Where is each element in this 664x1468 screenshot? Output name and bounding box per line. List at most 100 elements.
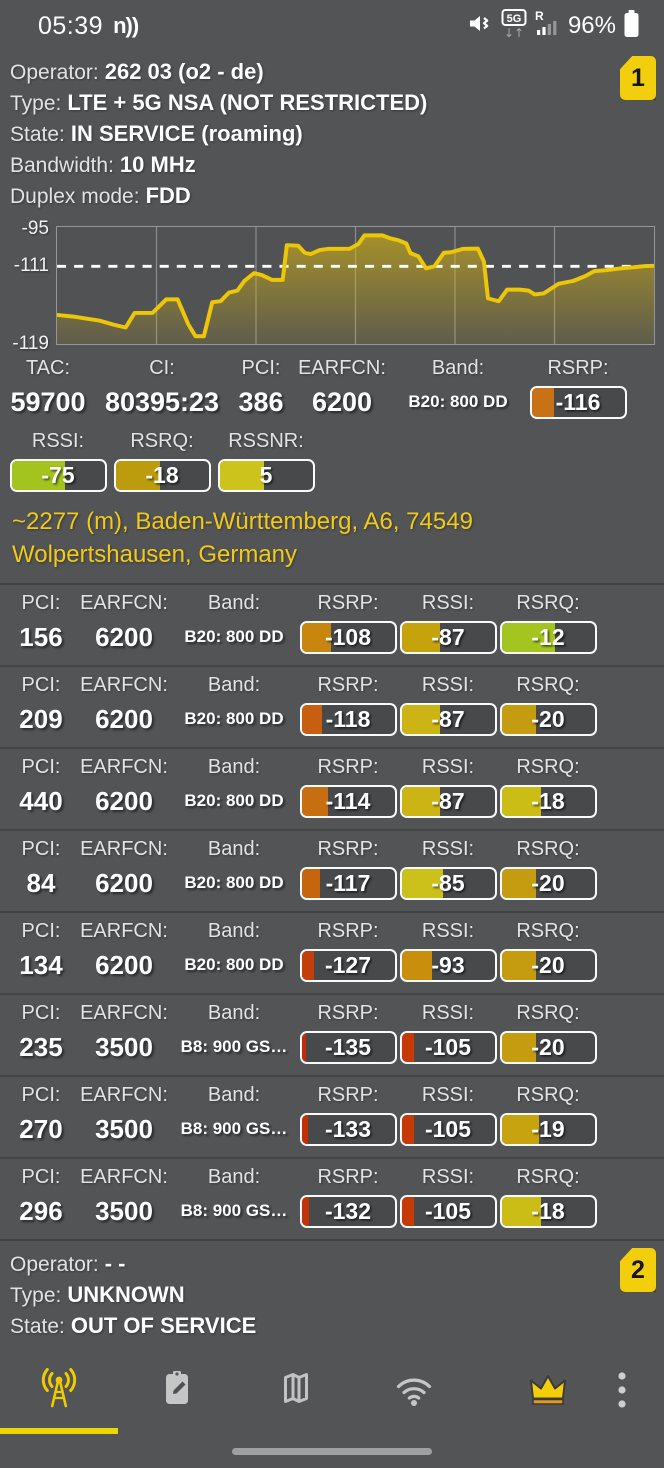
pci-label: PCI: [21, 592, 61, 614]
neighbor-cell-row: PCI: EARFCN: Band: RSRP: RSSI: RSRQ: 296… [0, 1157, 664, 1239]
pci-value: 296 [19, 1195, 63, 1226]
rsrq-label: RSRQ: [516, 592, 580, 614]
rssi-label: RSSI: [421, 1084, 475, 1106]
roaming-signal-icon: R [534, 9, 561, 42]
operator-line: Operator: - - [0, 1249, 664, 1280]
neighbor-cell-row: PCI: EARFCN: Band: RSRP: RSSI: RSRQ: 156… [0, 585, 664, 665]
battery-icon [623, 9, 640, 43]
duplex-value: FDD [145, 183, 191, 208]
type-label: Type: [10, 1284, 62, 1307]
bandwidth-value: 10 MHz [119, 152, 196, 177]
earfcn-value: 3500 [95, 1031, 153, 1062]
operator-value: 262 03 (o2 - de) [104, 59, 264, 84]
type-label: Type: [10, 92, 62, 115]
rsrp-label: RSRP: [317, 756, 379, 778]
rsrp-meter: -116 [529, 385, 627, 419]
pci-label: PCI: [21, 1002, 61, 1024]
rssi-label: RSSI: [421, 920, 475, 942]
clock: 05:39 [38, 11, 104, 40]
rsrq-label: RSRQ: [130, 430, 194, 452]
band-label: Band: [207, 756, 261, 778]
rsrp-meter: -108 [299, 620, 397, 654]
earfcn-label: EARFCN: [80, 1084, 168, 1106]
chart-y-axis: -95 -111 -119 [0, 218, 56, 354]
rssi-meter: -105 [399, 1194, 497, 1228]
signal-chart: -95 -111 -119 [0, 216, 664, 354]
more-vert-icon [614, 1367, 630, 1418]
earfcn-label: EARFCN: [80, 1002, 168, 1024]
rsrq-label: RSRQ: [516, 674, 580, 696]
pci-label: PCI: [21, 838, 61, 860]
rsrp-label: RSRP: [317, 1166, 379, 1188]
type-value: UNKNOWN [67, 1282, 185, 1307]
sim2-badge[interactable]: 2 [620, 1248, 656, 1292]
band-value: B20: 800 DD [184, 791, 284, 810]
status-bar: 05:39 n)) 5G ↓↑ R 96% [0, 0, 664, 52]
nav-tab-premium[interactable] [494, 1366, 602, 1419]
nav-menu-button[interactable] [602, 1367, 642, 1418]
nav-tab-cell-signal[interactable] [0, 1366, 118, 1419]
nav-tab-wifi[interactable] [356, 1366, 472, 1419]
band-label: Band: [207, 674, 261, 696]
cell-tower-icon [35, 1366, 83, 1419]
rssi-label: RSSI: [421, 1166, 475, 1188]
pci-value: 134 [19, 949, 63, 980]
band-value: B8: 900 GS… [180, 1119, 288, 1138]
sim1-badge[interactable]: 1 [620, 56, 656, 100]
pci-label: PCI: [241, 357, 281, 379]
rsrp-label: RSRP: [547, 357, 609, 379]
earfcn-value: 6200 [95, 949, 153, 980]
pci-label: PCI: [21, 920, 61, 942]
pci-value: 270 [19, 1113, 63, 1144]
rsrq-label: RSRQ: [516, 920, 580, 942]
operator-value: - - [104, 1251, 126, 1276]
pci-label: PCI: [21, 1166, 61, 1188]
earfcn-label: EARFCN: [80, 756, 168, 778]
rsrq-label: RSRQ: [516, 1084, 580, 1106]
rssi-meter: -85 [399, 866, 497, 900]
band-label: Band: [207, 1002, 261, 1024]
rssnr-meter: 5 [217, 458, 315, 492]
ci-label: CI: [149, 357, 175, 379]
type-value: LTE + 5G NSA (NOT RESTRICTED) [67, 90, 428, 115]
rsrq-meter: -12 [499, 620, 597, 654]
nfc-icon: n)) [113, 13, 139, 38]
rssi-meter: -105 [399, 1030, 497, 1064]
earfcn-label: EARFCN: [80, 838, 168, 860]
earfcn-label: EARFCN: [80, 592, 168, 614]
state-value: OUT OF SERVICE [70, 1313, 257, 1338]
nav-tab-map[interactable] [236, 1366, 356, 1419]
duplex-line: Duplex mode: FDD [0, 181, 664, 212]
earfcn-label: EARFCN: [80, 920, 168, 942]
band-value: B20: 800 DD [184, 873, 284, 892]
pci-label: PCI: [21, 756, 61, 778]
earfcn-label: EARFCN: [80, 1166, 168, 1188]
duplex-label: Duplex mode: [10, 185, 140, 208]
rsrp-meter: -132 [299, 1194, 397, 1228]
state-value: IN SERVICE (roaming) [70, 121, 303, 146]
earfcn-value: 6200 [95, 621, 153, 652]
rssi-label: RSSI: [421, 1002, 475, 1024]
serving-cell-section: TAC: CI: PCI: EARFCN: Band: RSRP: 59700 … [0, 357, 664, 495]
rssi-meter: -93 [399, 948, 497, 982]
rssi-label: RSSI: [421, 674, 475, 696]
pci-value: 156 [19, 621, 63, 652]
sim2-info-section: 2 Operator: - - Type: UNKNOWN State: OUT OF… [0, 1241, 664, 1346]
y-tick-bottom: -119 [12, 332, 49, 354]
home-indicator[interactable] [232, 1447, 432, 1455]
divider [0, 1239, 664, 1241]
neighbor-cell-row: PCI: EARFCN: Band: RSRP: RSSI: RSRQ: 235… [0, 993, 664, 1075]
svg-text:R: R [535, 10, 544, 23]
earfcn-value: 6200 [311, 386, 373, 417]
band-label: Band: [431, 357, 485, 379]
rsrq-label: RSRQ: [516, 1002, 580, 1024]
crown-icon [524, 1366, 572, 1419]
earfcn-label: EARFCN: [298, 357, 386, 379]
y-tick-mid: -111 [13, 254, 49, 276]
svg-text:5G: 5G [507, 12, 522, 24]
rsrp-label: RSRP: [317, 920, 379, 942]
pci-value: 209 [19, 703, 63, 734]
rsrp-meter: -127 [299, 948, 397, 982]
rsrq-meter: -20 [499, 1030, 597, 1064]
nav-tab-tests[interactable] [118, 1366, 236, 1419]
